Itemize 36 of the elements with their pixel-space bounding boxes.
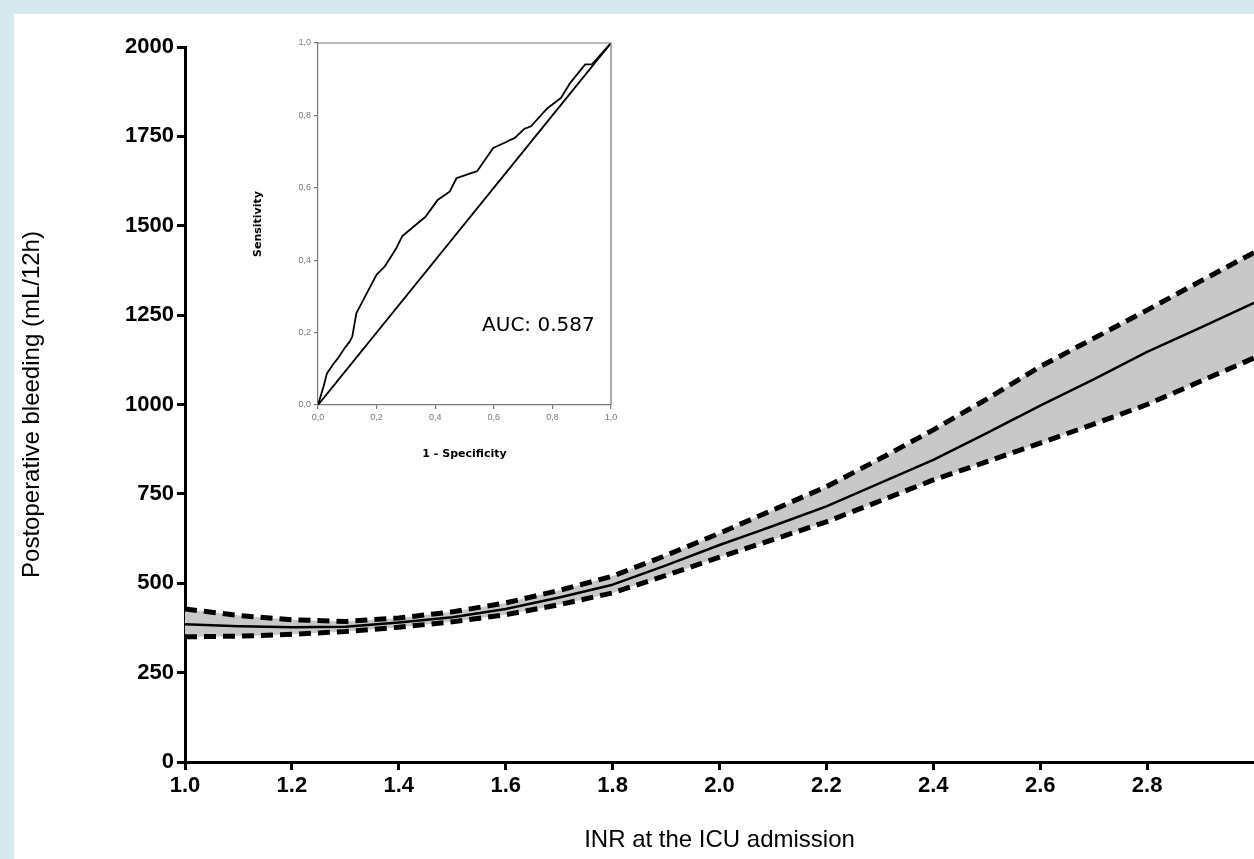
y-tick-label: 1250 [125,301,174,327]
x-tick-label: 0,8 [546,411,559,422]
annotation: AUC: 0.587 [482,311,595,336]
y-tick-label: 500 [137,569,174,595]
x-tick-label: 1.4 [383,772,415,798]
y-tick-label: 0,8 [298,109,311,120]
x-tick-label: 1.6 [490,772,521,798]
y-tick-label: 0,2 [298,327,311,338]
x-tick-label: 1.0 [169,772,201,798]
x-tick-label: 2.4 [918,772,950,798]
x-tick-label: 2.0 [704,772,735,798]
x-tick-label: 1.8 [597,772,628,798]
x-tick-label: 2.8 [1131,772,1163,798]
x-tick-label: 0,6 [487,411,501,422]
x-tick-label: 1.2 [276,772,308,798]
y-axis-title: Postoperative bleeding (mL/12h) [17,231,45,578]
y-tick-label: 0,4 [298,254,311,265]
y-tick-label: 0 [161,748,174,774]
y-tick-label: 1750 [125,122,174,148]
y-tick-label: 1,0 [298,37,311,48]
x-tick-label: 0,0 [311,411,325,422]
y-tick-label: 1000 [125,390,174,416]
y-tick-label: 250 [137,658,174,684]
y-tick-label: 750 [137,479,174,505]
y-tick-label: 0,0 [298,399,311,410]
x-tick-label: 2.6 [1024,772,1056,798]
x-tick-label: 1,0 [604,411,618,422]
y-axis-title: Sensitivity [251,191,265,257]
x-axis-title: INR at the ICU admission [584,825,855,853]
y-tick-label: 0,6 [298,182,311,193]
y-tick-label: 1500 [125,211,174,237]
x-tick-label: 0,4 [428,411,442,422]
x-tick-label: 2.2 [811,772,842,798]
x-tick-label: 0,2 [370,411,383,422]
y-tick-label: 2000 [125,33,174,59]
x-axis-title: 1 - Specificity [422,447,507,461]
